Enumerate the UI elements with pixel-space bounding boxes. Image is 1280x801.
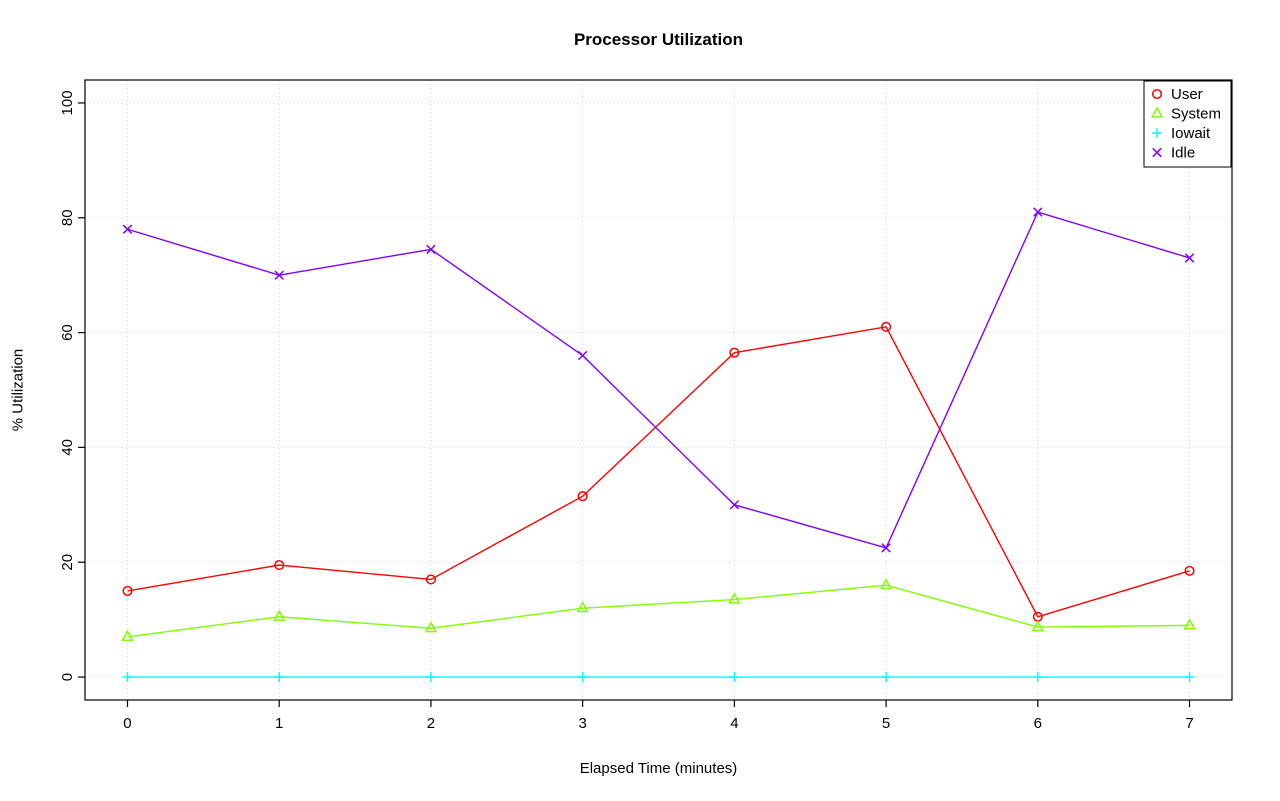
chart-title: Processor Utilization <box>573 30 744 49</box>
y-tick-label: 80 <box>59 209 76 226</box>
series-iowait <box>122 672 1195 683</box>
legend-label: System <box>1171 106 1221 123</box>
y-axis-label: % Utilization <box>9 348 27 432</box>
legend-entry-user: User <box>1151 86 1203 103</box>
x-tick-label: 4 <box>730 715 738 732</box>
x-tick-label: 2 <box>427 715 435 732</box>
legend-label: Idle <box>1171 145 1195 162</box>
x-tick-label: 6 <box>1034 715 1042 732</box>
x-tick-label: 3 <box>578 715 586 732</box>
legend-box <box>1143 80 1232 168</box>
legend-label: User <box>1171 86 1203 103</box>
legend: User System Iowait Idle <box>1143 80 1232 168</box>
x-tick-label: 5 <box>882 715 890 732</box>
y-tick-label: 0 <box>59 673 76 681</box>
x-tick-label: 7 <box>1185 715 1193 732</box>
x-tick-label: 0 <box>123 715 131 732</box>
legend-label: Iowait <box>1171 125 1211 142</box>
x-axis-label: Elapsed Time (minutes) <box>579 760 738 777</box>
axes: 0 1 2 3 4 5 6 7 0 20 40 60 80 100 <box>59 90 1194 732</box>
series-idle <box>122 207 1195 553</box>
y-tick-label: 60 <box>59 324 76 341</box>
plot-border <box>84 79 1233 701</box>
legend-entry-idle: Idle <box>1152 145 1195 162</box>
series-system <box>121 578 1196 642</box>
y-tick-label: 100 <box>59 90 76 115</box>
legend-entry-iowait: Iowait <box>1152 125 1211 142</box>
gridlines <box>85 80 1232 700</box>
legend-entry-system: System <box>1150 106 1221 123</box>
y-tick-label: 40 <box>59 439 76 456</box>
x-tick-label: 1 <box>275 715 283 732</box>
y-tick-label: 20 <box>59 554 76 571</box>
series-user <box>122 321 1195 622</box>
